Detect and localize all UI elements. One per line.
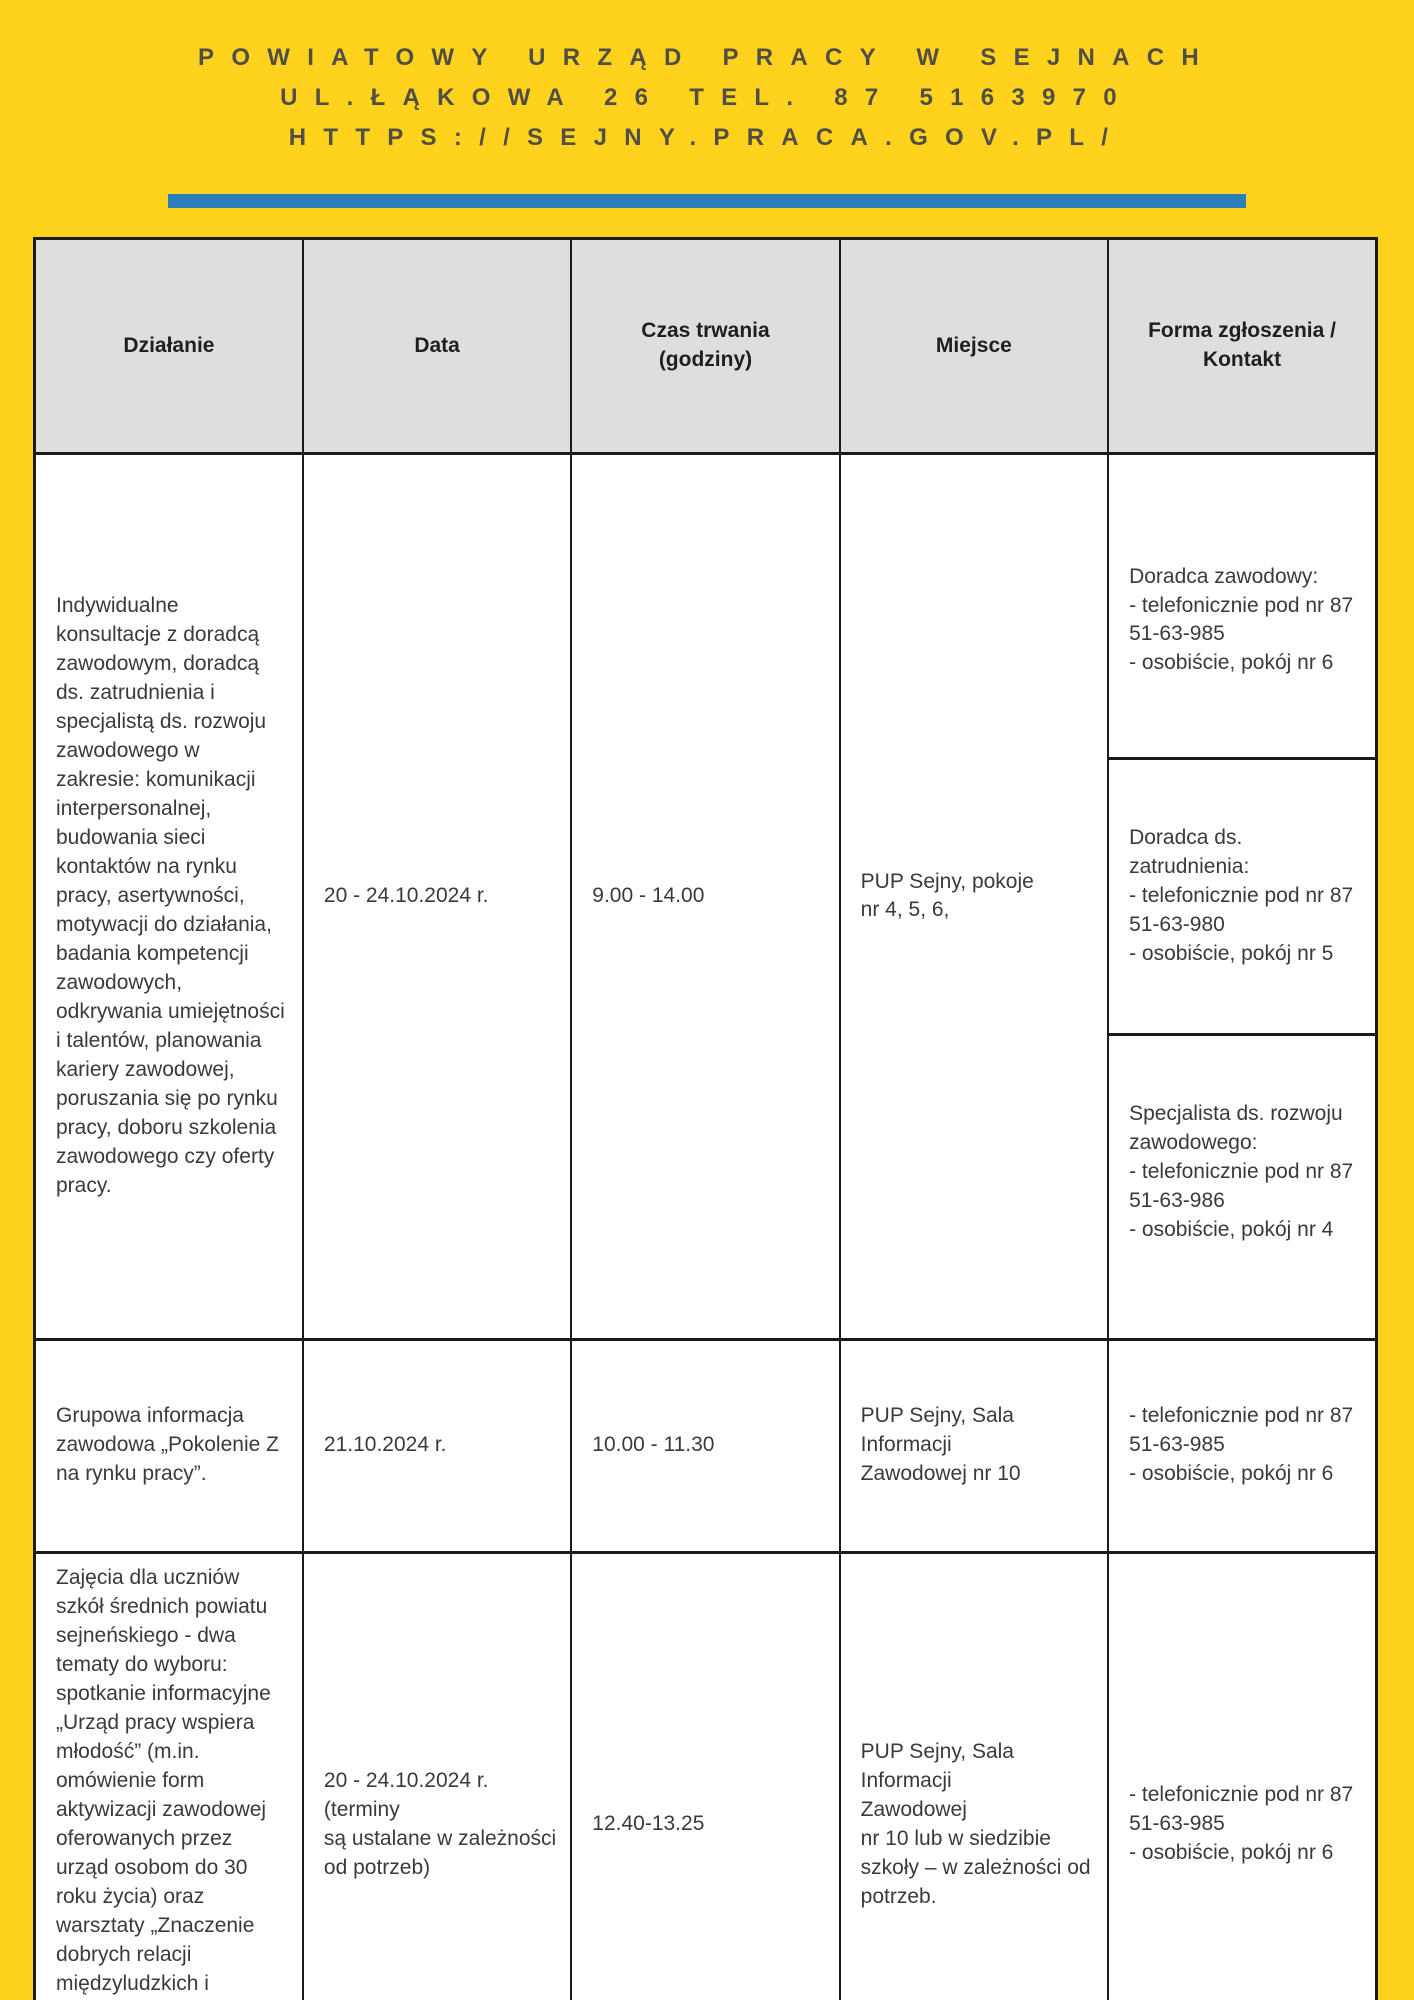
cell-time: 10.00 - 11.30 [570, 1337, 841, 1554]
cell-contact: - telefonicznie pod nr 87 51-63-985 - os… [1107, 1550, 1378, 2000]
contact-stack: Doradca zawodowy: - telefonicznie pod nr… [1110, 484, 1375, 1309]
org-website: HTTPS://SEJNY.PRACA.GOV.PL/ [288, 124, 1126, 151]
table-row-school-classes: Zajęcia dla uczniów szkół średnich powia… [33, 1550, 1378, 2000]
table-header-row: Działanie Data Czas trwania (godziny) Mi… [33, 237, 1378, 455]
cell-time: 9.00 - 14.00 [570, 452, 841, 1341]
col-header-data: Data [301, 237, 573, 455]
cell-date: 20 - 24.10.2024 r. (terminy są ustalane … [301, 1550, 573, 2000]
cell-activity: Indywidualne konsultacje z doradcą zawod… [33, 452, 304, 1341]
org-address-phone: UL.ŁĄKOWA 26 TEL. 87 5163970 [280, 84, 1134, 111]
cell-contact: Doradca zawodowy: - telefonicznie pod nr… [1107, 452, 1378, 1341]
cell-time: 12.40-13.25 [570, 1550, 841, 2000]
col-header-czas-trwania: Czas trwania (godziny) [570, 237, 841, 455]
contact-development-specialist: Specjalista ds. rozwoju zawodowego: - te… [1129, 1102, 1354, 1241]
contact-employment-advisor: Doradca ds. zatrudnienia: - telefoniczni… [1110, 760, 1375, 1036]
cell-activity: Zajęcia dla uczniów szkół średnich powia… [33, 1550, 304, 2000]
contact-career-advisor: Doradca zawodowy: - telefonicznie pod nr… [1110, 484, 1375, 760]
cell-contact: - telefonicznie pod nr 87 51-63-985 - os… [1107, 1337, 1378, 1554]
schedule-table: Działanie Data Czas trwania (godziny) Mi… [33, 237, 1378, 2000]
cell-place: PUP Sejny, Sala Informacji Zawodowej nr … [838, 1337, 1110, 1554]
col-header-miejsce: Miejsce [838, 237, 1110, 455]
cell-activity: Grupowa informacja zawodowa „Pokolenie Z… [33, 1337, 304, 1554]
divider-bar [168, 194, 1246, 208]
col-header-dzialanie: Działanie [33, 237, 304, 455]
table-row-consultations: Indywidualne konsultacje z doradcą zawod… [33, 452, 1378, 1341]
col-header-forma-zgloszenia: Forma zgłoszenia / Kontakt [1107, 237, 1378, 455]
cell-place: PUP Sejny, Sala Informacji Zawodowej nr … [838, 1550, 1110, 2000]
cell-date: 21.10.2024 r. [301, 1337, 573, 1554]
table-row-group-info: Grupowa informacja zawodowa „Pokolenie Z… [33, 1337, 1378, 1554]
org-name: POWIATOWY URZĄD PRACY W SEJNACH [198, 44, 1216, 71]
cell-place: PUP Sejny, pokoje nr 4, 5, 6, [838, 452, 1110, 1341]
letterhead: POWIATOWY URZĄD PRACY W SEJNACH UL.ŁĄKOW… [0, 38, 1414, 158]
cell-date: 20 - 24.10.2024 r. [301, 452, 573, 1341]
